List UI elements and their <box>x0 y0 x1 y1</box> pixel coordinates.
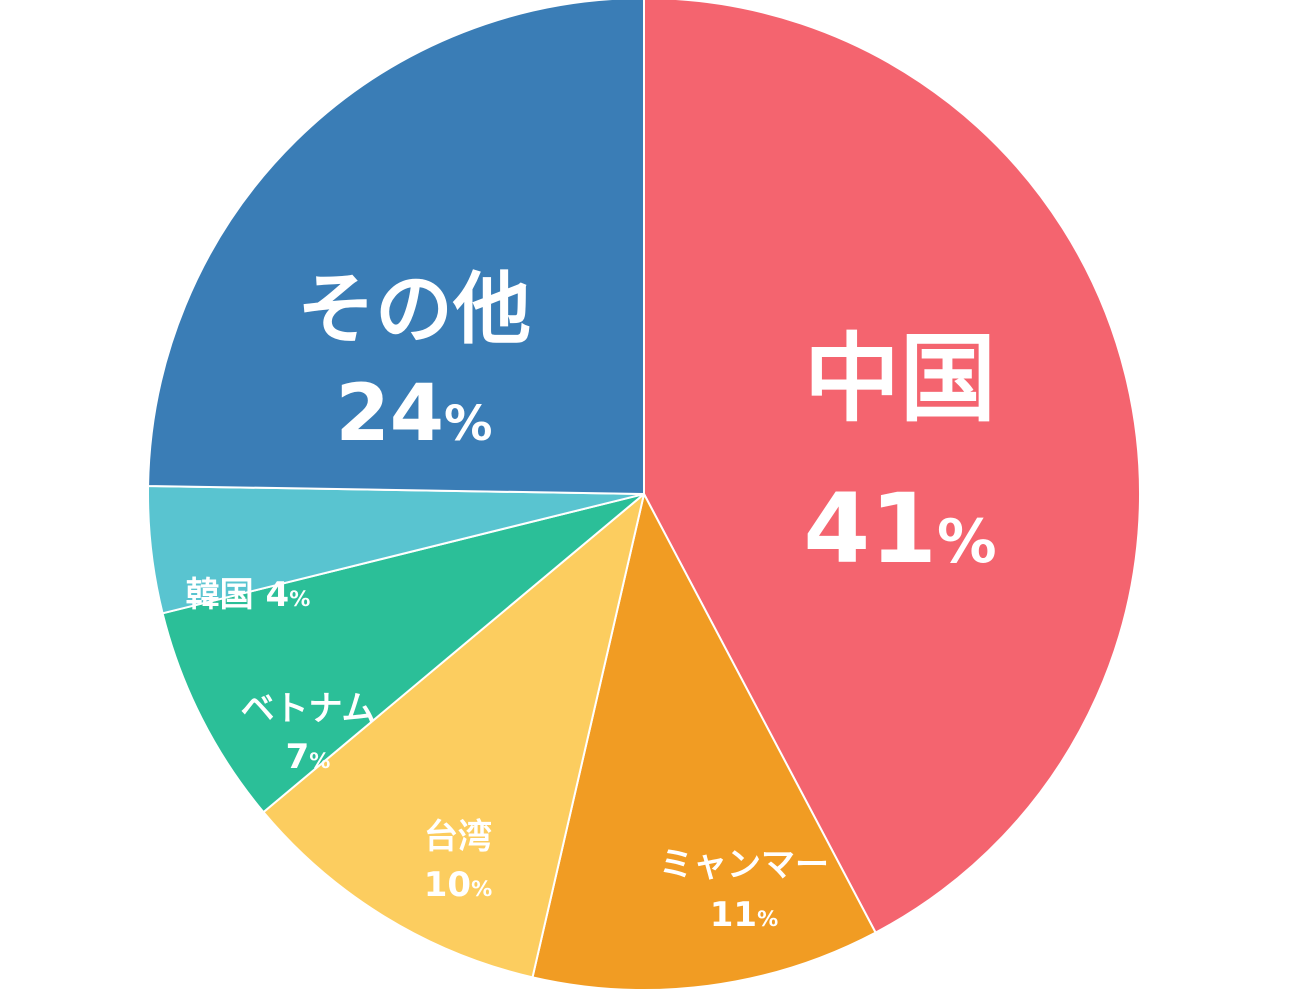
slice-label-name: その他 <box>297 265 531 355</box>
slice-vietnam <box>161 493 645 814</box>
slice-label-name: ミャンマー <box>659 845 829 885</box>
label-myanmar: ミャンマー 11% <box>659 845 829 935</box>
slice-label-name: 中国 <box>804 323 996 435</box>
slice-label-value: 7% <box>286 737 331 777</box>
slice-other <box>147 0 645 495</box>
slice-label-value: 11% <box>710 895 778 935</box>
label-china: 中国 41% <box>803 323 996 585</box>
label-vietnam: ベトナム 7% <box>241 689 376 777</box>
slice-china <box>643 0 1142 934</box>
pie-slices <box>147 0 1142 991</box>
pie-labels: 中国 41% ミャンマー 11% 台湾 10% ベトナム 7% 韓国 4% その… <box>186 265 997 935</box>
label-korea: 韓国 4% <box>186 575 311 615</box>
slice-label-name: 台湾 <box>424 817 492 857</box>
label-other: その他 24% <box>297 265 531 459</box>
slice-label-name: ベトナム <box>241 689 376 729</box>
slice-label-value: 韓国 4% <box>186 575 311 615</box>
slice-taiwan <box>262 493 645 979</box>
slice-label-value: 41% <box>803 473 996 585</box>
label-taiwan: 台湾 10% <box>424 817 492 905</box>
slice-myanmar <box>531 493 877 991</box>
slice-label-value: 24% <box>335 369 492 459</box>
slice-label-value: 10% <box>424 865 492 905</box>
